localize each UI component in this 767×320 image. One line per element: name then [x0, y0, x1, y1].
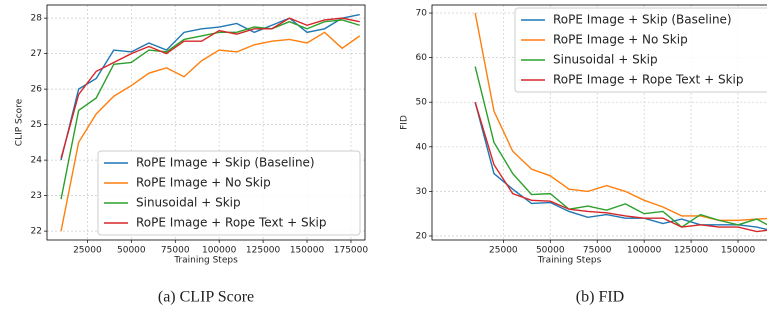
y-tick-label: 50 — [416, 98, 428, 108]
y-tick-label: 23 — [31, 191, 42, 201]
x-tick-label: 100000 — [202, 246, 237, 256]
y-tick-label: 27 — [31, 49, 42, 59]
x-tick-label: 100000 — [627, 246, 662, 256]
x-tick-label: 75000 — [161, 246, 190, 256]
y-tick-label: 70 — [416, 9, 428, 19]
line-series — [60, 19, 360, 200]
y-tick-label: 22 — [31, 227, 42, 237]
plot-frame — [46, 4, 366, 241]
x-tick-label: 125000 — [246, 246, 281, 256]
line-series — [60, 31, 361, 232]
x-tick-label: 150000 — [721, 246, 756, 256]
line-series — [474, 102, 767, 231]
y-tick-label: 40 — [416, 142, 428, 152]
legend-box — [514, 7, 767, 93]
line-series — [474, 102, 767, 233]
legend-label: RoPE Image + No Skip — [136, 176, 271, 190]
plot-frame — [431, 4, 767, 241]
y-tick-label: 25 — [31, 120, 42, 130]
x-tick-label: 175000 — [334, 246, 369, 256]
y-tick-label: 20 — [416, 231, 428, 241]
legend-label: RoPE Image + Skip (Baseline) — [136, 156, 315, 170]
line-series — [474, 12, 767, 222]
legend-label: RoPE Image + Skip (Baseline) — [553, 13, 732, 27]
legend-label: RoPE Image + Rope Text + Skip — [553, 73, 743, 87]
y-axis-label: CLIP Score — [15, 98, 25, 146]
line-series — [474, 66, 767, 228]
y-tick-label: 60 — [416, 53, 428, 63]
x-tick-label: 125000 — [674, 246, 709, 256]
legend-label: RoPE Image + No Skip — [553, 33, 688, 47]
y-axis-label: FID — [400, 115, 410, 130]
y-tick-label: 30 — [416, 187, 428, 197]
legend-box — [97, 150, 361, 236]
legend-label: RoPE Image + Rope Text + Skip — [136, 216, 326, 230]
line-series — [60, 13, 360, 161]
x-tick-label: 150000 — [290, 246, 325, 256]
caption: (a) CLIP Score — [158, 289, 254, 306]
x-tick-label: 50000 — [536, 246, 565, 256]
x-tick-label: 50000 — [117, 246, 146, 256]
caption: (b) FID — [576, 289, 624, 306]
legend-label: Sinusoidal + Skip — [136, 196, 241, 210]
y-tick-label: 28 — [31, 14, 43, 24]
x-axis-label: Training Steps — [173, 256, 238, 266]
y-tick-label: 24 — [31, 156, 43, 166]
y-tick-label: 26 — [31, 85, 43, 95]
x-tick-label: 25000 — [489, 246, 518, 256]
line-series — [60, 17, 360, 159]
x-axis-label: Training Steps — [537, 256, 602, 266]
x-tick-label: 75000 — [583, 246, 612, 256]
legend-label: Sinusoidal + Skip — [553, 53, 658, 67]
x-tick-label: 25000 — [73, 246, 102, 256]
